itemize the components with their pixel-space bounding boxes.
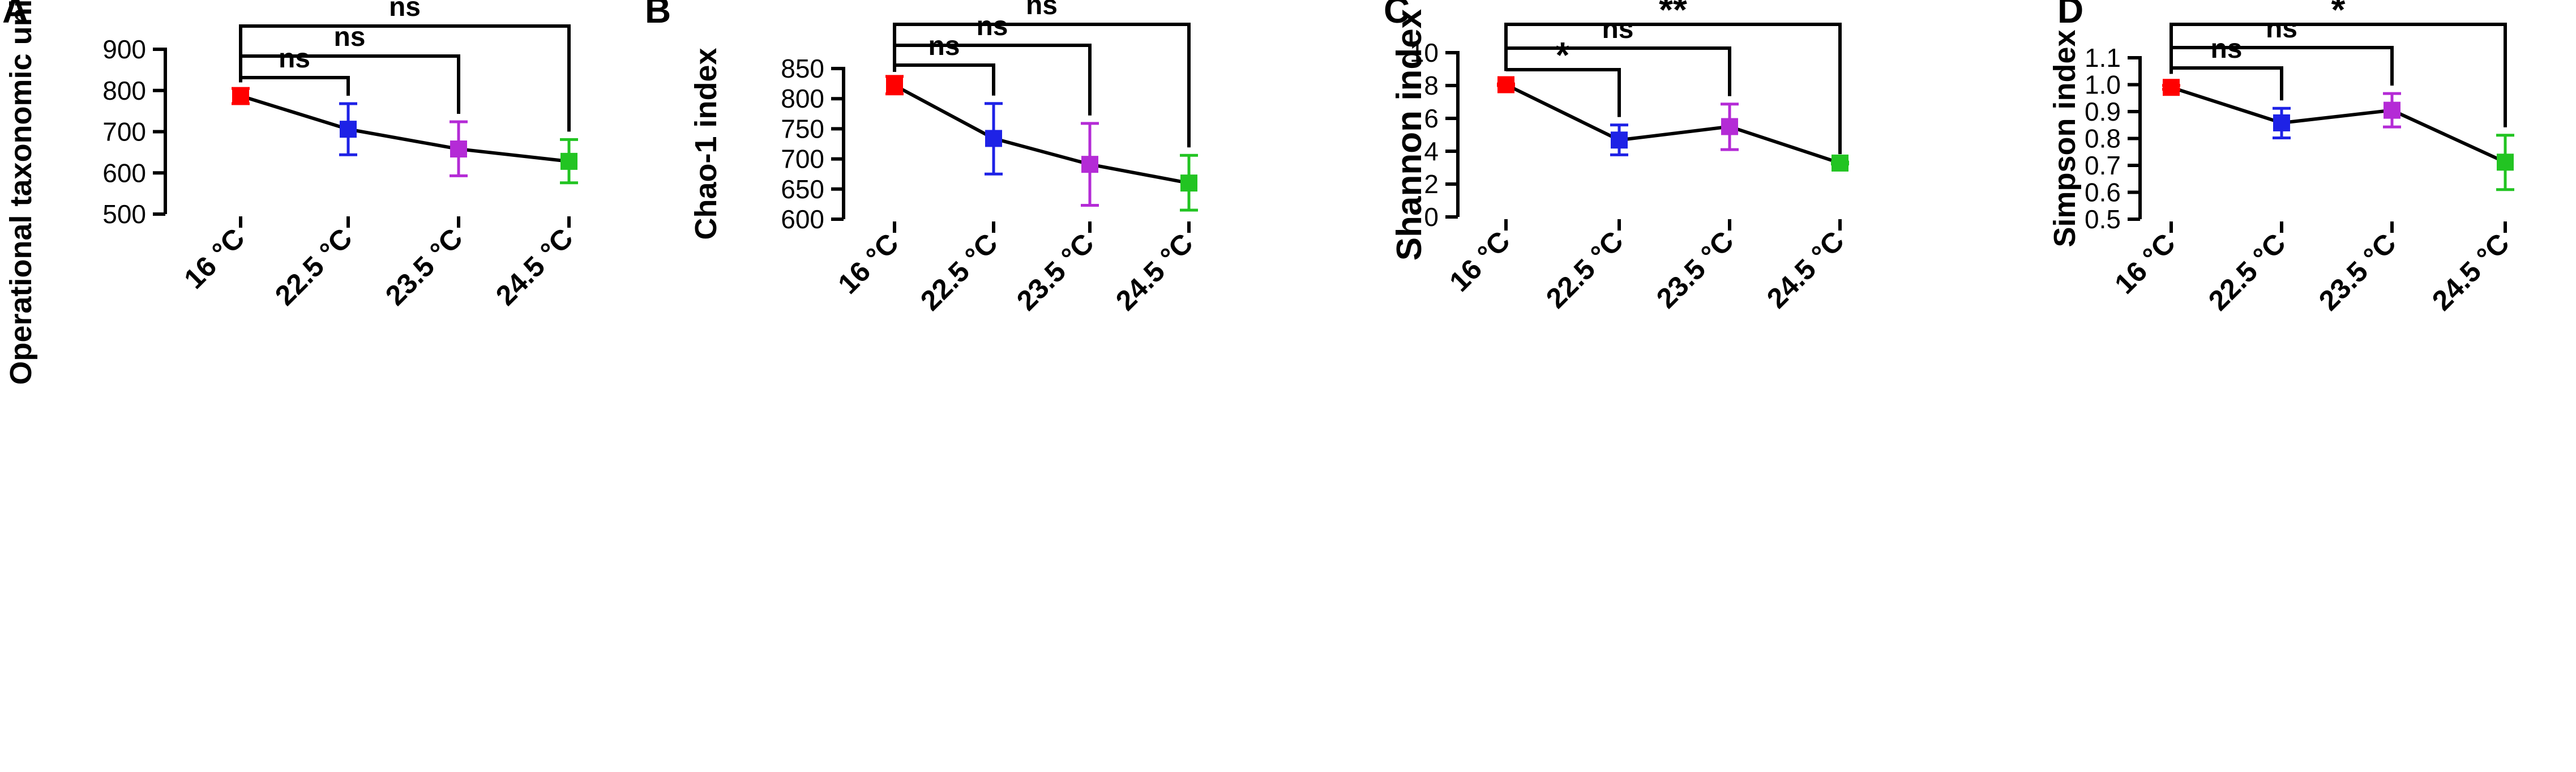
data-point bbox=[1081, 156, 1098, 173]
data-point bbox=[2384, 101, 2400, 119]
significance-label: ns bbox=[389, 0, 421, 22]
x-tick-label: 22.5 °C bbox=[2202, 227, 2292, 317]
x-tick-label: 24.5 °C bbox=[1761, 225, 1850, 314]
x-tick-label: 22.5 °C bbox=[269, 222, 358, 312]
y-tick-label: 650 bbox=[781, 174, 824, 204]
y-tick-label: 0.9 bbox=[2085, 97, 2121, 126]
significance-label: * bbox=[2331, 0, 2346, 30]
y-axis-label: Operational taxonomic unit (OTUs) bbox=[4, 0, 38, 385]
data-point bbox=[450, 140, 467, 158]
data-point bbox=[232, 87, 249, 105]
series-line bbox=[240, 94, 570, 163]
data-point bbox=[2163, 79, 2180, 96]
x-tick-label: 22.5 °C bbox=[914, 227, 1004, 317]
y-tick-label: 750 bbox=[781, 114, 824, 143]
series-line bbox=[893, 84, 1189, 185]
x-tick-label: 16 °C bbox=[832, 227, 904, 300]
x-tick-label: 16 °C bbox=[178, 222, 250, 295]
y-axis-label: Chao-1 index bbox=[689, 48, 723, 240]
panel-A: A 500 600 700 800 900 Operational taxonomic un… bbox=[2, 0, 579, 385]
y-tick-label: 850 bbox=[781, 54, 824, 83]
significance-label: ns bbox=[1026, 0, 1058, 20]
y-tick-label: 0 bbox=[1424, 202, 1439, 232]
y-tick-label: 10 bbox=[1410, 38, 1439, 67]
data-point bbox=[560, 152, 577, 170]
y-tick-label: 800 bbox=[102, 76, 146, 105]
significance-bracket bbox=[2170, 23, 2507, 127]
x-tick-label: 24.5 °C bbox=[1110, 227, 1199, 317]
significance-bracket bbox=[239, 76, 350, 96]
panel-letter: C bbox=[1384, 0, 1410, 31]
x-tick-label: 16 °C bbox=[1443, 225, 1516, 297]
data-point bbox=[2497, 153, 2514, 171]
y-tick-label: 0.8 bbox=[2085, 124, 2121, 153]
y-tick-label: 1.1 bbox=[2085, 43, 2121, 72]
x-tick-label: 24.5 °C bbox=[2426, 227, 2515, 317]
x-tick-label: 16 °C bbox=[2108, 227, 2181, 300]
y-tick-label: 1.0 bbox=[2085, 70, 2121, 100]
panel-letter: D bbox=[2057, 0, 2083, 31]
series-line bbox=[2171, 86, 2506, 164]
data-point bbox=[985, 130, 1002, 147]
y-tick-label: 2 bbox=[1424, 169, 1439, 199]
y-axis-label: Shannon index bbox=[1390, 8, 1429, 261]
y-tick-label: 0.7 bbox=[2085, 151, 2121, 180]
significance-bracket bbox=[2170, 66, 2283, 101]
y-tick-label: 600 bbox=[781, 204, 824, 234]
data-point bbox=[886, 76, 903, 94]
series-line bbox=[1505, 83, 1841, 165]
data-point bbox=[340, 121, 357, 138]
y-tick-label: 0.5 bbox=[2085, 204, 2121, 234]
data-point bbox=[2273, 114, 2290, 131]
y-tick-label: 500 bbox=[102, 199, 146, 229]
y-axis-label: Simpson index bbox=[2048, 29, 2082, 247]
significance-bracket bbox=[1504, 23, 1842, 155]
data-point bbox=[1611, 131, 1628, 149]
x-tick-label: 23.5 °C bbox=[2313, 227, 2402, 317]
data-point bbox=[1180, 174, 1197, 192]
significance-bracket bbox=[893, 63, 995, 96]
significance-bracket bbox=[239, 24, 571, 132]
y-tick-label: 0.6 bbox=[2085, 178, 2121, 207]
data-point bbox=[1497, 76, 1514, 93]
significance-label: ** bbox=[1659, 0, 1687, 30]
panel-letter: B bbox=[645, 0, 671, 31]
significance-bracket bbox=[893, 23, 1191, 148]
data-point bbox=[1832, 154, 1848, 172]
significance-label: ns bbox=[279, 44, 310, 74]
y-tick-label: 700 bbox=[102, 117, 146, 147]
y-tick-label: 4 bbox=[1424, 137, 1439, 166]
y-tick-label: 600 bbox=[102, 158, 146, 187]
significance-label: ns bbox=[2266, 14, 2297, 44]
x-tick-label: 23.5 °C bbox=[1011, 227, 1100, 317]
x-tick-label: 23.5 °C bbox=[1650, 225, 1740, 314]
x-tick-label: 24.5 °C bbox=[490, 222, 579, 312]
data-point bbox=[1721, 118, 1738, 135]
significance-label: * bbox=[1556, 35, 1570, 75]
significance-label: ns bbox=[976, 11, 1008, 41]
significance-label: ns bbox=[1602, 14, 1633, 44]
x-tick-label: 22.5 °C bbox=[1540, 225, 1629, 314]
y-tick-label: 900 bbox=[102, 35, 146, 64]
y-tick-label: 6 bbox=[1424, 104, 1439, 133]
y-tick-label: 8 bbox=[1424, 71, 1439, 100]
panel-letter: A bbox=[2, 0, 28, 31]
x-tick-label: 23.5 °C bbox=[379, 222, 469, 312]
y-tick-label: 700 bbox=[781, 144, 824, 174]
y-tick-label: 800 bbox=[781, 84, 824, 113]
